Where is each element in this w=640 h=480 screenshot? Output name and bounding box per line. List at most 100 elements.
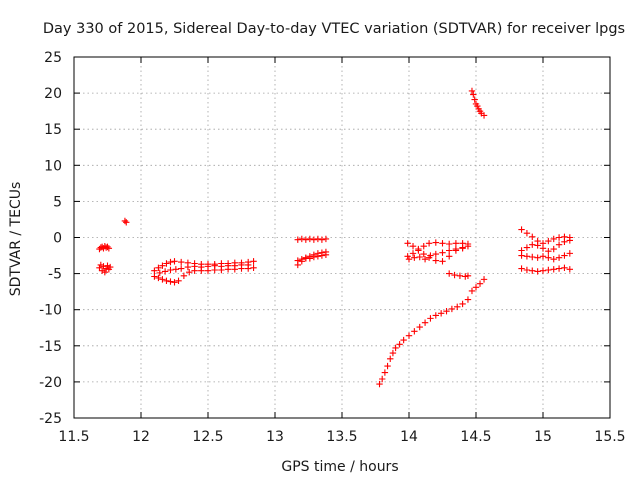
data-point [459, 300, 466, 308]
y-tick-label: -15 [39, 339, 62, 355]
data-point [464, 242, 472, 250]
data-point [405, 332, 413, 339]
data-point [523, 266, 531, 274]
data-point [446, 240, 453, 248]
series-seg-13.3c [294, 251, 330, 264]
data-point [555, 241, 563, 248]
data-point [163, 277, 170, 285]
data-point [451, 271, 458, 279]
data-point [561, 252, 568, 259]
data-point [518, 226, 525, 233]
series-seg-14.2c [405, 245, 466, 263]
y-tick-label: -5 [48, 267, 62, 283]
data-point [421, 319, 429, 326]
data-point [384, 362, 391, 370]
data-point [411, 254, 418, 261]
data-point [432, 250, 439, 258]
y-tick-label: -10 [39, 303, 62, 319]
data-point [198, 263, 205, 271]
data-point [555, 265, 563, 272]
data-point [566, 237, 573, 244]
data-point [387, 355, 394, 362]
data-point [159, 276, 166, 283]
grid-lines [74, 57, 610, 418]
data-point [518, 252, 525, 259]
data-point [294, 236, 301, 243]
x-tick-label: 12 [132, 429, 150, 445]
data-point [310, 253, 318, 261]
data-point [443, 307, 450, 315]
data-point [437, 310, 445, 317]
data-point [448, 305, 456, 313]
data-point [231, 262, 238, 269]
data-point [218, 263, 225, 270]
data-point [298, 235, 305, 243]
data-point [238, 261, 245, 269]
data-point [432, 239, 439, 246]
data-point [159, 262, 166, 269]
data-point [446, 270, 453, 277]
data-point [468, 87, 476, 95]
y-tick-label: 5 [53, 194, 62, 210]
data-point [566, 250, 573, 257]
data-point [545, 266, 552, 274]
data-point [529, 233, 536, 240]
data-point [550, 245, 557, 253]
data-point [550, 255, 557, 263]
data-point [545, 254, 552, 261]
data-point [163, 260, 170, 267]
data-point [456, 272, 464, 279]
data-point [566, 266, 573, 273]
data-point [318, 236, 326, 243]
data-point [474, 102, 481, 110]
data-point [191, 263, 198, 270]
x-tick-label: 14 [400, 429, 418, 445]
x-tick-label: 15.5 [594, 429, 625, 445]
data-point [420, 250, 427, 258]
y-tick-label: -25 [39, 411, 62, 427]
data-point [411, 328, 418, 335]
data-point [155, 274, 162, 282]
y-tick-label: 20 [44, 86, 62, 102]
y-axis-label: SDTVAR / TECUs [8, 182, 24, 297]
data-point [409, 242, 417, 250]
data-point [211, 262, 218, 269]
x-tick-label: 13.5 [326, 429, 357, 445]
data-point [404, 240, 411, 247]
y-tick-label: 0 [53, 231, 62, 247]
x-tick-label: 13 [266, 429, 284, 445]
data-point [464, 296, 472, 303]
series-seg-11.7a [96, 242, 113, 253]
series-seg-12.2c [156, 261, 252, 277]
data-point [529, 241, 536, 248]
data-point [322, 235, 330, 243]
data-point [310, 236, 318, 243]
data-point [561, 264, 568, 272]
data-point [175, 277, 182, 285]
data-point [245, 261, 252, 269]
data-point [123, 219, 130, 226]
data-point [452, 245, 460, 253]
data-point [400, 336, 407, 344]
series-seg-15.0d [518, 264, 573, 275]
data-point [425, 240, 433, 247]
data-point [167, 266, 174, 274]
data-point [464, 272, 472, 279]
data-point [539, 267, 547, 274]
series-seg-12.2b [151, 264, 257, 286]
data-point [224, 262, 232, 269]
data-point [302, 236, 310, 243]
data-point [167, 278, 174, 285]
data-point [392, 344, 399, 352]
data-point [306, 255, 314, 262]
data-point [545, 237, 552, 245]
data-point [151, 273, 158, 280]
data-point [318, 252, 326, 259]
data-point [314, 235, 322, 243]
data-point [250, 264, 257, 272]
data-point [306, 235, 314, 243]
x-tick-label: 12.5 [192, 429, 223, 445]
data-point [379, 375, 386, 383]
data-point [376, 380, 383, 388]
